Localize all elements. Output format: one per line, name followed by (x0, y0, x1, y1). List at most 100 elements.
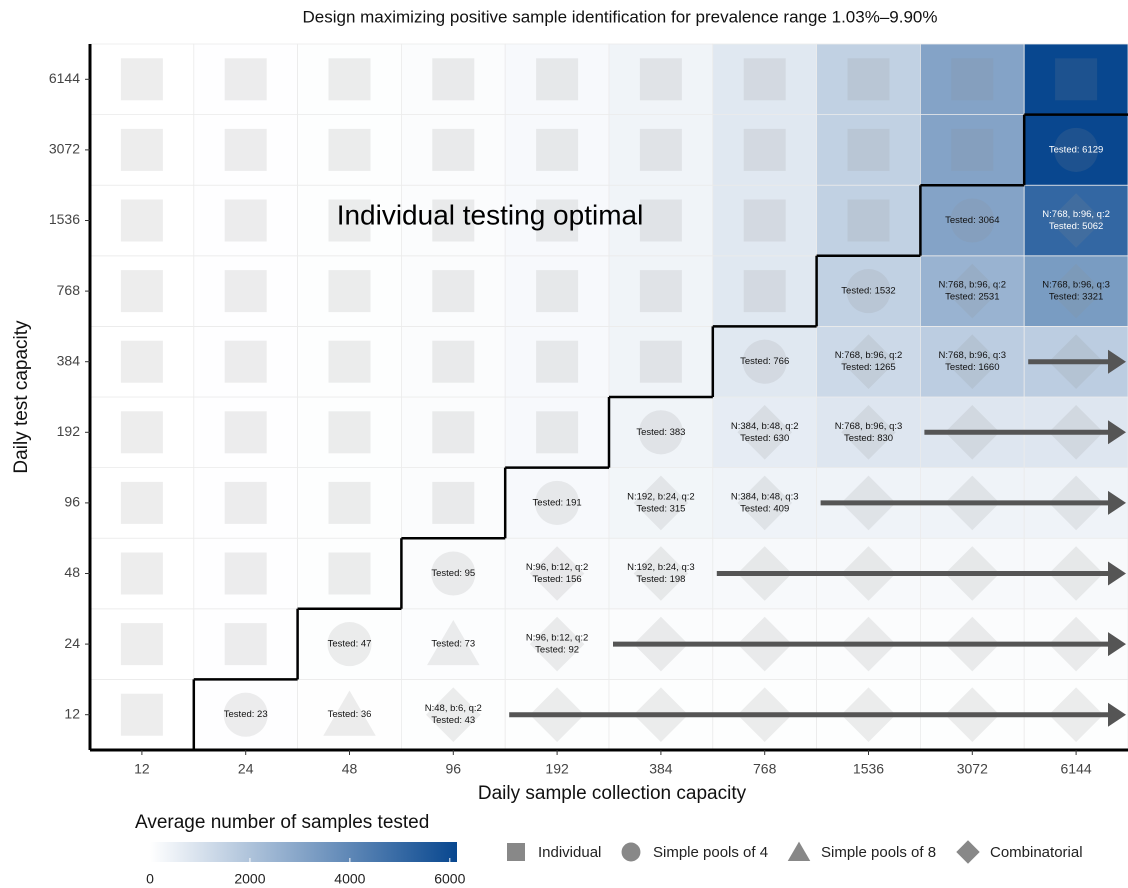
arrow-head (1108, 349, 1126, 374)
heat-cell (504, 467, 610, 539)
colorbar-tick-label: 4000 (334, 871, 365, 887)
colorbar (150, 842, 457, 862)
design-shape (743, 270, 786, 313)
design-shape (120, 481, 163, 524)
design-shape (432, 270, 475, 313)
heat-cell (297, 537, 402, 610)
y-tick-label: 192 (57, 423, 81, 439)
design-shape (742, 339, 787, 384)
design-shape (328, 481, 371, 524)
design-shape (1048, 193, 1104, 248)
x-tick-label: 3072 (957, 761, 988, 777)
legend-label: Individual (538, 844, 601, 861)
colorbar-title: Average number of samples tested (135, 812, 429, 833)
colorbar-tick-label: 0 (146, 871, 154, 887)
heat-cell (816, 114, 921, 186)
design-shape (328, 270, 371, 313)
annotation: Individual testing optimal (337, 199, 644, 230)
cell-label: Tested: 191 (533, 497, 582, 508)
design-shape (432, 199, 475, 242)
cell-label: Tested: 630 (740, 433, 789, 444)
design-shape (743, 58, 786, 101)
x-tick-label: 768 (753, 761, 777, 777)
design-shape (427, 619, 480, 666)
design-shape (120, 340, 163, 383)
design-shape (847, 58, 890, 101)
design-shape (536, 340, 579, 383)
heat-cell (608, 184, 714, 257)
arrow-head (1108, 490, 1126, 515)
x-tick-label: 192 (545, 761, 569, 777)
heat-cell (193, 43, 299, 115)
design-shape (846, 269, 891, 314)
legend-label: Simple pools of 8 (821, 844, 936, 861)
design-shape (224, 270, 267, 313)
design-shape (639, 128, 682, 171)
heat-cell (400, 679, 506, 751)
cell-label: N:96, b:12, q:2 (526, 633, 588, 644)
design-shape (633, 546, 689, 601)
cell-label: N:48, b:6, q:2 (425, 703, 482, 714)
design-shape (945, 334, 1000, 389)
cell-label: Tested: 766 (740, 356, 789, 367)
y-tick-label: 768 (57, 282, 81, 298)
design-shape (224, 199, 267, 242)
design-shape (737, 405, 792, 460)
cell-label: Tested: 198 (636, 574, 685, 585)
design-shape (426, 687, 481, 742)
design-shape (431, 551, 476, 596)
arrow-head (1108, 702, 1126, 727)
design-shape (224, 340, 267, 383)
design-shape (1055, 58, 1098, 101)
design-shape (120, 623, 163, 666)
design-shape (945, 263, 1000, 319)
design-shape (224, 58, 267, 101)
design-shape (529, 616, 585, 672)
x-tick-label: 96 (446, 761, 462, 777)
y-tick-label: 24 (64, 635, 80, 651)
cell-label: Tested: 6129 (1049, 144, 1103, 155)
y-tick-label: 384 (57, 352, 81, 368)
arrow-head (1108, 632, 1126, 657)
cell-label: Tested: 3064 (945, 215, 999, 226)
cell-label: Tested: 1265 (841, 362, 895, 373)
cell-label: Tested: 315 (636, 503, 685, 514)
design-shape (120, 58, 163, 101)
design-shape (529, 546, 585, 601)
design-shape (536, 58, 579, 101)
heat-cell (89, 679, 195, 751)
cell-label: N:768, b:96, q:3 (1042, 280, 1110, 291)
x-tick-label: 384 (649, 761, 673, 777)
colorbar-tick-label: 2000 (234, 871, 265, 887)
heat-cell (400, 255, 506, 327)
cell-label: N:192, b:24, q:2 (627, 491, 695, 502)
design-shape (639, 58, 682, 101)
heat-cell (297, 184, 402, 257)
legend-symbol (507, 843, 525, 861)
design-shape (950, 198, 995, 243)
heat-cell (920, 114, 1025, 186)
design-shape (224, 411, 267, 454)
legend-label: Combinatorial (990, 844, 1083, 861)
heat-cell (608, 396, 714, 468)
heat-cell (816, 396, 921, 468)
design-shape (1048, 263, 1104, 319)
heat-cell (816, 43, 921, 115)
design-shape (951, 58, 994, 101)
heat-cell (400, 43, 506, 115)
colorbar-tick-label: 6000 (434, 871, 465, 887)
heat-cell (504, 325, 610, 398)
design-shape (638, 410, 683, 455)
design-shape (951, 128, 994, 171)
heat-cell (504, 114, 610, 186)
heat-cell (504, 608, 610, 680)
design-shape (327, 622, 372, 667)
heat-cell (712, 396, 817, 468)
cell-label: N:768, b:96, q:2 (938, 280, 1006, 291)
design-shape (120, 128, 163, 171)
cell-label: Tested: 1532 (841, 286, 895, 297)
design-shape (743, 128, 786, 171)
design-shape (847, 128, 890, 171)
